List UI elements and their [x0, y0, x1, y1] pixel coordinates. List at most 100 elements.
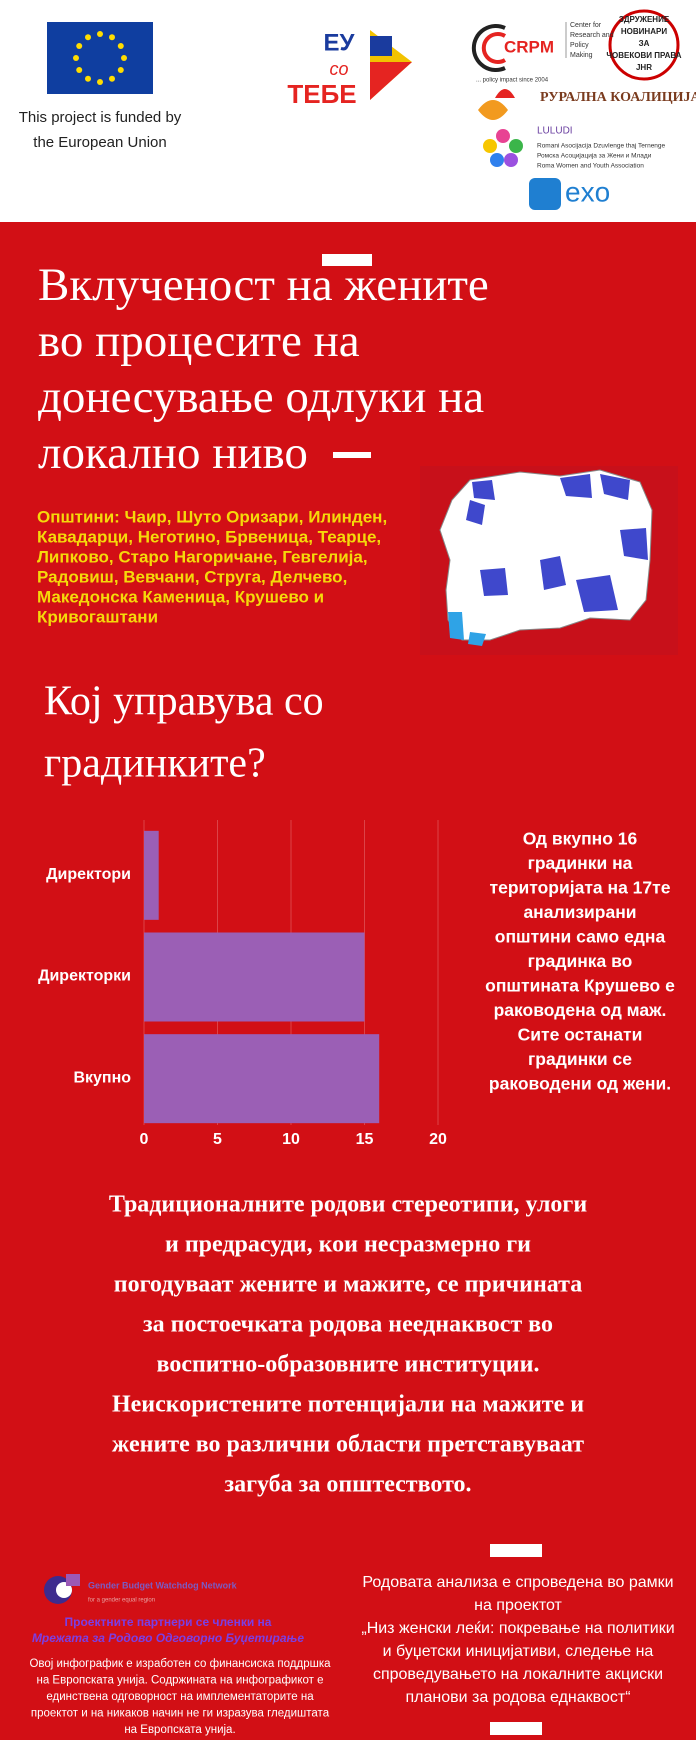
logo-text: Policy — [570, 42, 589, 49]
logo-text: Making — [570, 52, 593, 59]
luludi-logo — [483, 129, 523, 167]
paragraph-line: и предрасуди, кои несразмерно ги — [165, 1232, 531, 1258]
logo-text: НОВИНАРИ — [621, 27, 667, 36]
annotation-line: територијата на 17те — [490, 878, 671, 898]
disclaimer-line: проектот и на никаков начин не ги изразу… — [31, 1708, 330, 1720]
logo-text: со — [329, 59, 348, 79]
paragraph-line: погодуваат жените и мажите, се причината — [114, 1272, 582, 1298]
rural-logo — [478, 89, 515, 120]
x-tick-label: 0 — [140, 1131, 149, 1148]
y-tick-label: Директори — [46, 866, 131, 883]
logo-text: Roma Women and Youth Association — [537, 163, 644, 170]
municipalities-line: Радовиш, Вевчани, Струга, Делчево, — [37, 567, 347, 586]
annotation-line: раководена од маж. — [494, 1000, 667, 1020]
project-line: на проектот — [474, 1597, 562, 1614]
annotation-line: Сите останати — [518, 1025, 643, 1045]
logo-text: ЗА — [639, 39, 650, 48]
eu-text: This project is funded by — [19, 109, 182, 126]
bar — [144, 1034, 380, 1124]
annotation-line: раководени од жени. — [489, 1074, 671, 1094]
municipalities-line: Македонска Каменица, Крушево и — [37, 587, 324, 606]
flag-star — [117, 67, 124, 73]
project-line: Родовата анализа е спроведена во рамки — [362, 1574, 673, 1591]
logo-text: ТЕБЕ — [287, 79, 356, 109]
disclaimer-line: на Европската унија. Содржината на инфог… — [36, 1675, 323, 1687]
logo-text: LULUDI — [537, 126, 573, 137]
eu-tebe-logo — [370, 30, 412, 100]
annotation-line: градинки се — [528, 1049, 632, 1069]
municipalities-line: Кавадарци, Неготино, Брвеница, Теарце, — [37, 527, 381, 546]
bar — [144, 932, 365, 1022]
title-line: во процесите на — [38, 315, 360, 367]
dash — [490, 1544, 542, 1557]
dash — [322, 254, 372, 266]
flag-star — [97, 31, 103, 37]
flag-star — [109, 75, 115, 82]
logo-text: Center for — [570, 22, 602, 29]
disclaimer-line: на Европската унија. — [124, 1724, 235, 1736]
logo-text: ... policy impact since 2004 — [476, 78, 549, 84]
network-tag: for a gender equal region — [88, 1598, 155, 1604]
logo-text: Research and — [570, 32, 614, 39]
paragraph-line: Неискористените потенцијали на мажите и — [112, 1392, 584, 1418]
paragraph-line: жените во различни области претставуваат — [112, 1432, 584, 1458]
annotation-line: општини само една — [495, 927, 666, 947]
title-line: локално ниво — [38, 427, 308, 479]
paragraph-line: Традиционалните родови стереотипи, улоги — [109, 1192, 587, 1218]
crpm-logo — [471, 9, 680, 81]
eu-flag — [47, 22, 153, 94]
municipalities-line: Општини: Чаир, Шуто Оризари, Илинден, — [37, 507, 387, 526]
chart-title: градинките? — [44, 741, 266, 787]
project-line: „Низ женски леќи: покревање на политики — [361, 1620, 674, 1637]
y-tick-label: Вкупно — [73, 1069, 131, 1086]
x-tick-label: 15 — [356, 1131, 374, 1148]
bar-chart: 0 5 10 15 20 Директори Директорки Вкупно — [38, 820, 447, 1148]
logo-text: ЗДРУЖЕНИЕ — [619, 15, 670, 24]
disclaimer-line: Овој инфографик е изработен со финансиск… — [29, 1658, 331, 1670]
logo-text: ЧОВЕКОВИ ПРАВА — [606, 51, 681, 60]
paragraph-line: за постоечката родова нееднаквост во — [143, 1312, 553, 1338]
flag-star — [76, 67, 83, 73]
annotation-line: општината Крушево е — [485, 976, 675, 996]
logo-text: ЕУ — [324, 29, 356, 56]
x-tick-label: 20 — [429, 1131, 447, 1148]
project-line: спроведувањето на локалните акциски — [373, 1666, 663, 1683]
flag-star — [85, 75, 91, 82]
bar — [144, 830, 159, 920]
flag-star — [117, 43, 124, 49]
flag-star — [121, 55, 127, 61]
logo-text: Romani Asocijacija Dzuvlenge thaj Ternen… — [537, 143, 666, 150]
logo-text: exo — [565, 176, 610, 207]
disclaimer-line: единствена одговорност на имплементатори… — [46, 1691, 314, 1703]
paragraph-line: загуба за општеството. — [224, 1472, 471, 1498]
flag-star — [97, 79, 103, 85]
chart-title: Кој управува со — [44, 679, 324, 725]
exo-logo — [529, 178, 561, 210]
logo-text: CRPM — [504, 37, 554, 56]
logo-text: РУРАЛНА КОАЛИЦИЈА — [540, 90, 696, 105]
dash — [333, 452, 371, 458]
paragraph-line: воспитно-образовните институции. — [157, 1352, 540, 1378]
municipalities-line: Липково, Старо Нагоричане, Гевгелија, — [37, 547, 368, 566]
project-line: и буџетски иницијативи, следење на — [383, 1643, 654, 1660]
map — [420, 466, 678, 655]
flag-star — [109, 34, 115, 41]
x-tick-label: 5 — [213, 1131, 222, 1148]
title-line: Вклученост на жените — [38, 259, 489, 311]
annotation-line: анализирани — [523, 902, 636, 922]
municipalities-line: Кривогаштани — [37, 607, 158, 626]
flag-star — [73, 55, 79, 61]
annotation-line: градинки на — [528, 853, 633, 873]
title-line: донесување одлуки на — [38, 371, 484, 423]
project-line: планови за родова еднаквост“ — [405, 1689, 630, 1706]
flag-star — [76, 43, 83, 49]
annotation-line: градинка во — [528, 951, 633, 971]
y-tick-label: Директорки — [38, 968, 131, 985]
flag-star — [85, 34, 91, 41]
logo-text: JHR — [636, 63, 652, 72]
network-name: Gender Budget Watchdog Network — [88, 1580, 238, 1590]
x-tick-label: 10 — [282, 1131, 300, 1148]
eu-text: the European Union — [33, 134, 166, 151]
network-logo — [44, 1574, 80, 1604]
